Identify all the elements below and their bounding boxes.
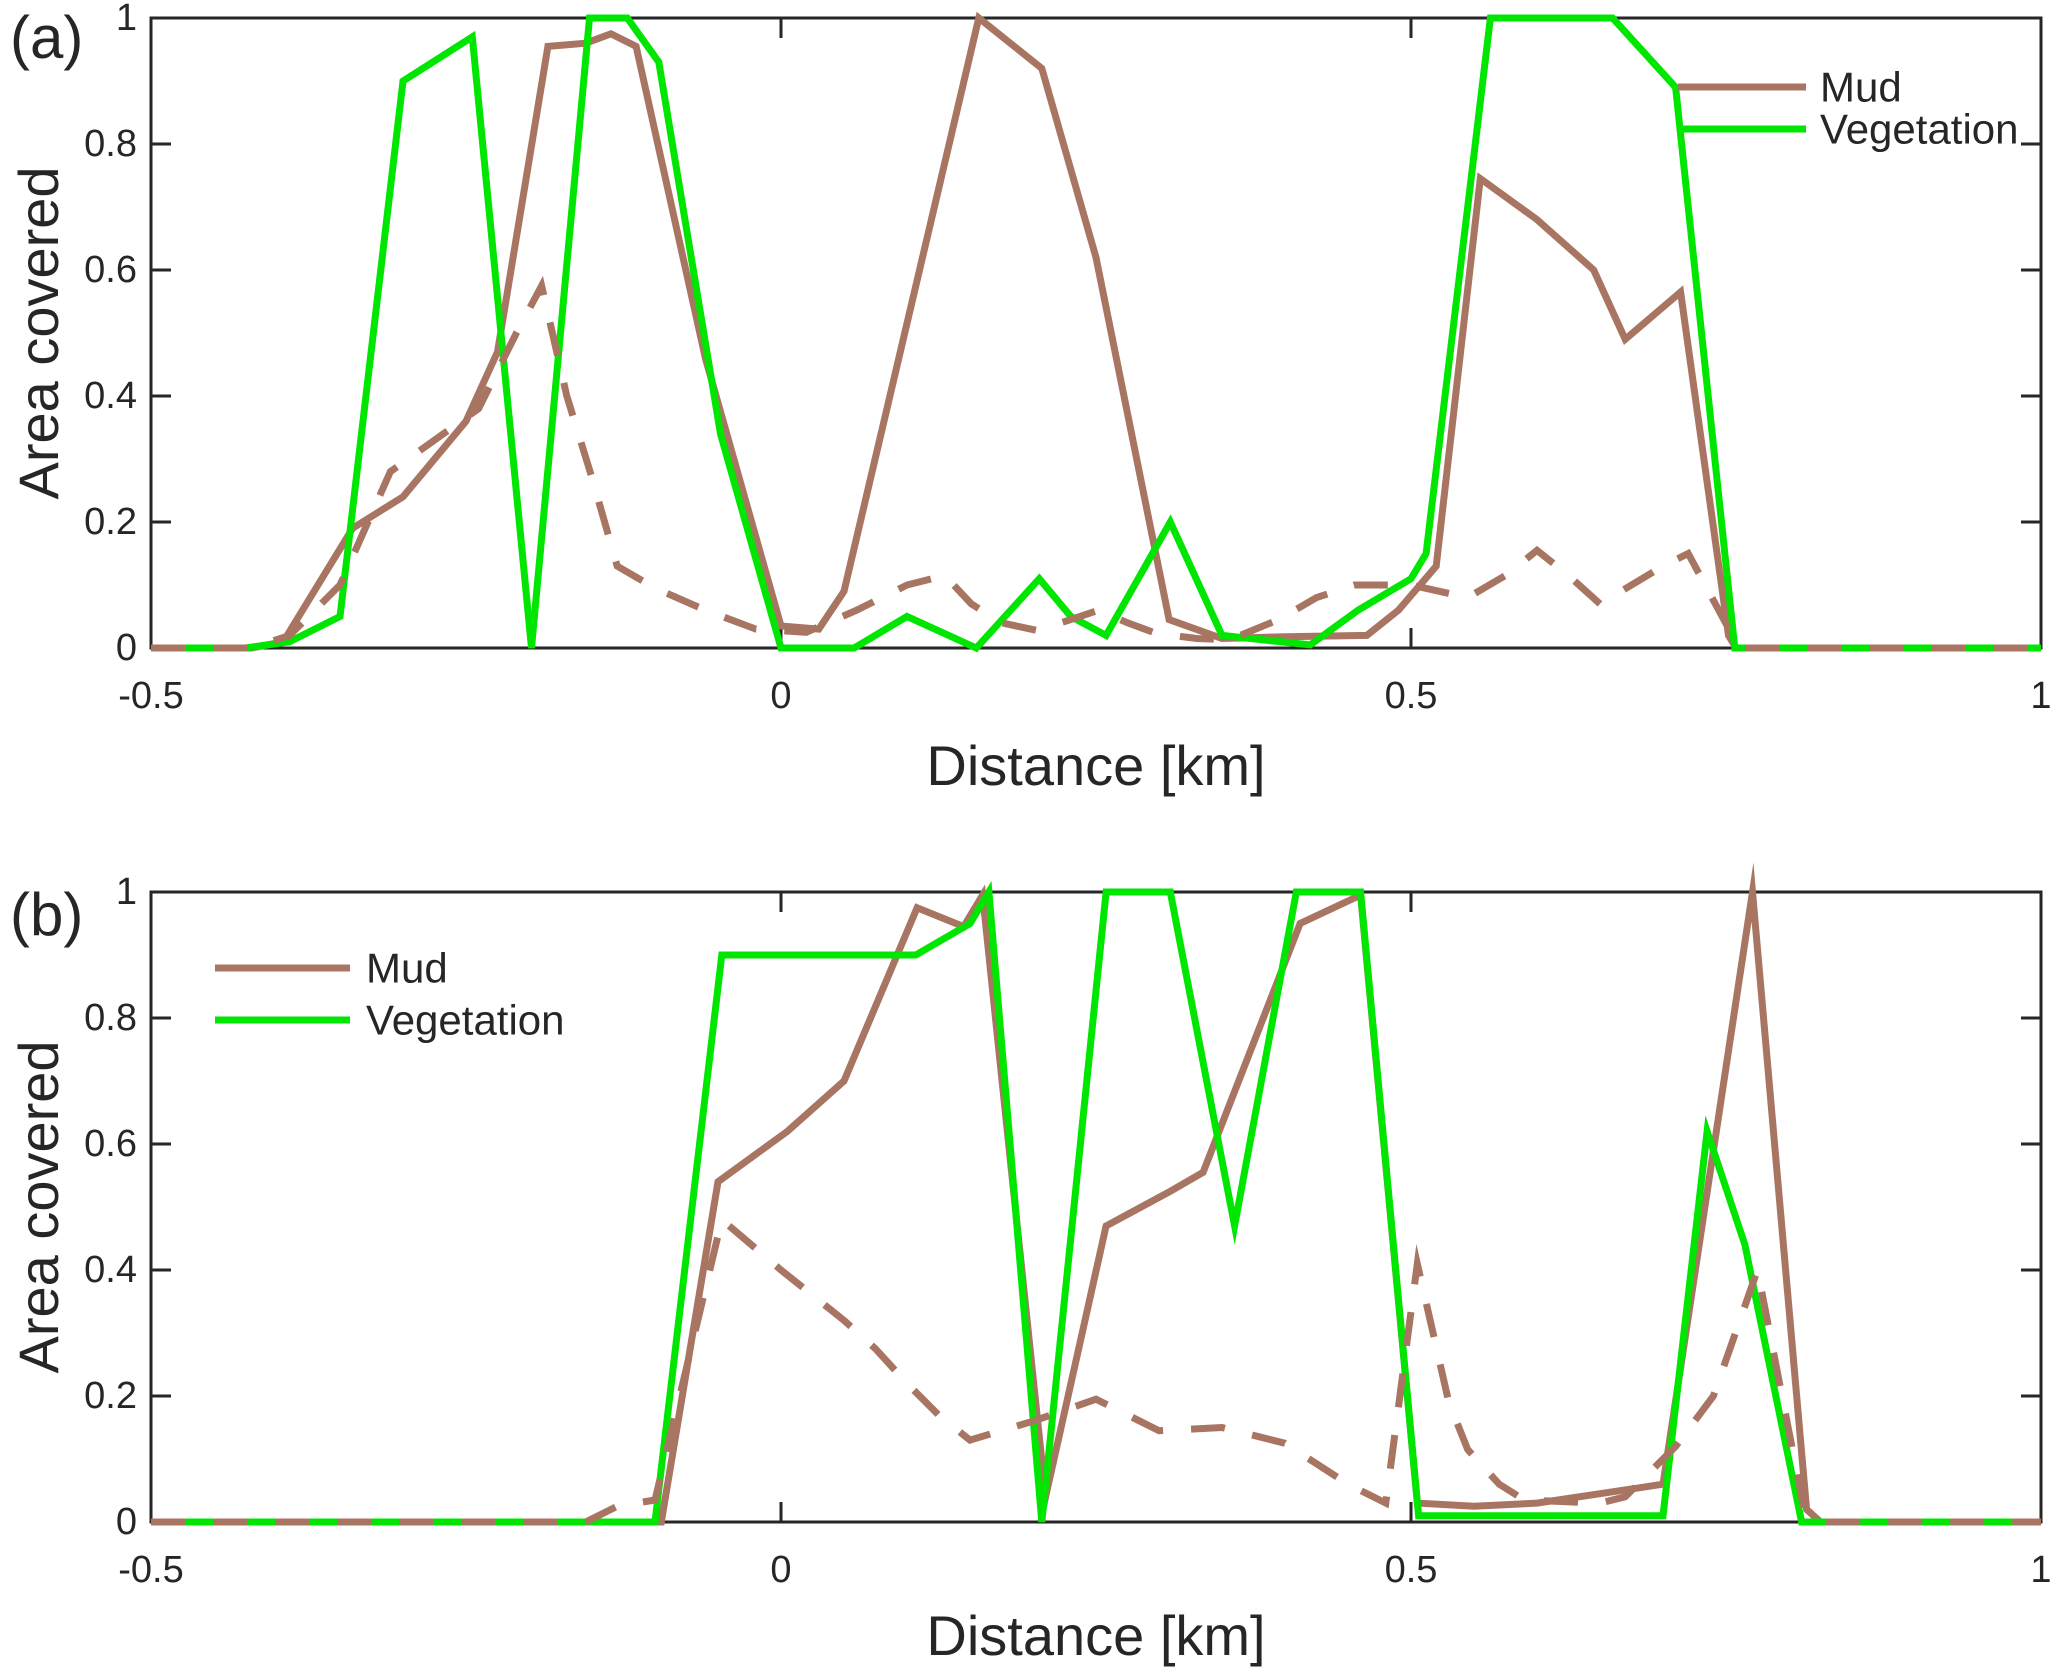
series-vegetation	[151, 880, 2041, 1526]
legend-label-mud-b: Mud	[366, 945, 448, 992]
y-tick-label-a: 0.2	[84, 501, 137, 543]
series-mud	[151, 11, 2041, 652]
plot-box-b	[149, 890, 2043, 1524]
x-tick-label-b: 1	[2030, 1549, 2051, 1591]
x-tick-label-a: 0	[770, 675, 791, 717]
y-tick-label-a: 0.8	[84, 123, 137, 165]
legend-label-mud-a: Mud	[1820, 64, 1902, 111]
y-axis-label-b: Area covered	[7, 1040, 70, 1373]
series-mud-dashed-	[151, 275, 2041, 652]
panel-letter-b: (b)	[10, 881, 83, 948]
x-axis-label-b: Distance [km]	[926, 1604, 1265, 1667]
x-tick-label-b: 0.5	[1385, 1549, 1438, 1591]
x-tick-label-b: -0.5	[118, 1549, 183, 1591]
y-tick-label-b: 0.4	[84, 1249, 137, 1291]
y-tick-label-a: 0.4	[84, 375, 137, 417]
series-mud-dashed-	[151, 1213, 2041, 1526]
legend-label-vegetation-a: Vegetation	[1820, 106, 2019, 153]
y-axis-label-a: Area covered	[7, 166, 70, 499]
x-axis-label-a: Distance [km]	[926, 734, 1265, 797]
y-tick-label-b: 0.8	[84, 997, 137, 1039]
series-mud	[151, 862, 2041, 1526]
x-tick-label-a: 0.5	[1385, 675, 1438, 717]
y-tick-label-b: 0.6	[84, 1123, 137, 1165]
x-tick-label-b: 0	[770, 1549, 791, 1591]
y-tick-label-a: 0	[116, 627, 137, 669]
y-tick-label-b: 1	[116, 871, 137, 913]
legend-label-vegetation-b: Vegetation	[366, 997, 565, 1044]
y-tick-label-a: 0.6	[84, 249, 137, 291]
plot-box-a	[149, 16, 2043, 650]
y-tick-label-a: 1	[116, 0, 137, 39]
x-tick-label-a: 1	[2030, 675, 2051, 717]
series-vegetation	[151, 14, 2041, 653]
y-tick-label-b: 0	[116, 1501, 137, 1543]
x-tick-label-a: -0.5	[118, 675, 183, 717]
panel-letter-a: (a)	[10, 4, 83, 71]
y-tick-label-b: 0.2	[84, 1375, 137, 1417]
